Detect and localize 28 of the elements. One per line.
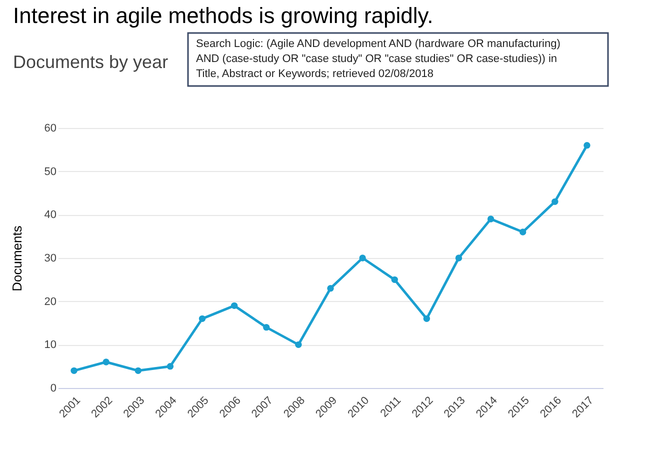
point — [423, 315, 430, 322]
point — [455, 254, 462, 262]
point — [134, 367, 142, 374]
point — [487, 216, 494, 222]
point — [263, 324, 270, 331]
y-tick-label: 0 — [50, 382, 56, 394]
point — [359, 254, 366, 262]
y-tick-label: 10 — [44, 339, 56, 352]
y-tick-label: 30 — [44, 252, 56, 264]
point — [327, 284, 334, 292]
point — [198, 315, 206, 322]
point — [584, 142, 590, 149]
point — [102, 358, 110, 366]
y-tick-label: 60 — [44, 122, 56, 134]
y-tick-label: 50 — [44, 166, 56, 178]
y-tick-label: 40 — [44, 209, 56, 222]
chart-title: Documents by year — [13, 52, 168, 72]
text: Search Logic: (Agile AND development AND (hardware OR manufacturing) AND (case-study OR "case study" OR "case studies" OR case-studies)) in Title, Abstract or Keywords; retrieved 02/08/2018 — [196, 38, 560, 80]
text: Interest in agile methods is growing rapidly. — [13, 3, 434, 28]
point — [520, 228, 526, 236]
y-axis-title: Documents — [9, 225, 24, 292]
point — [230, 302, 238, 310]
y-tick-label: 20 — [44, 296, 56, 308]
point — [295, 341, 302, 348]
point — [166, 362, 174, 370]
point — [552, 198, 558, 206]
point — [70, 367, 78, 374]
point — [391, 276, 398, 284]
